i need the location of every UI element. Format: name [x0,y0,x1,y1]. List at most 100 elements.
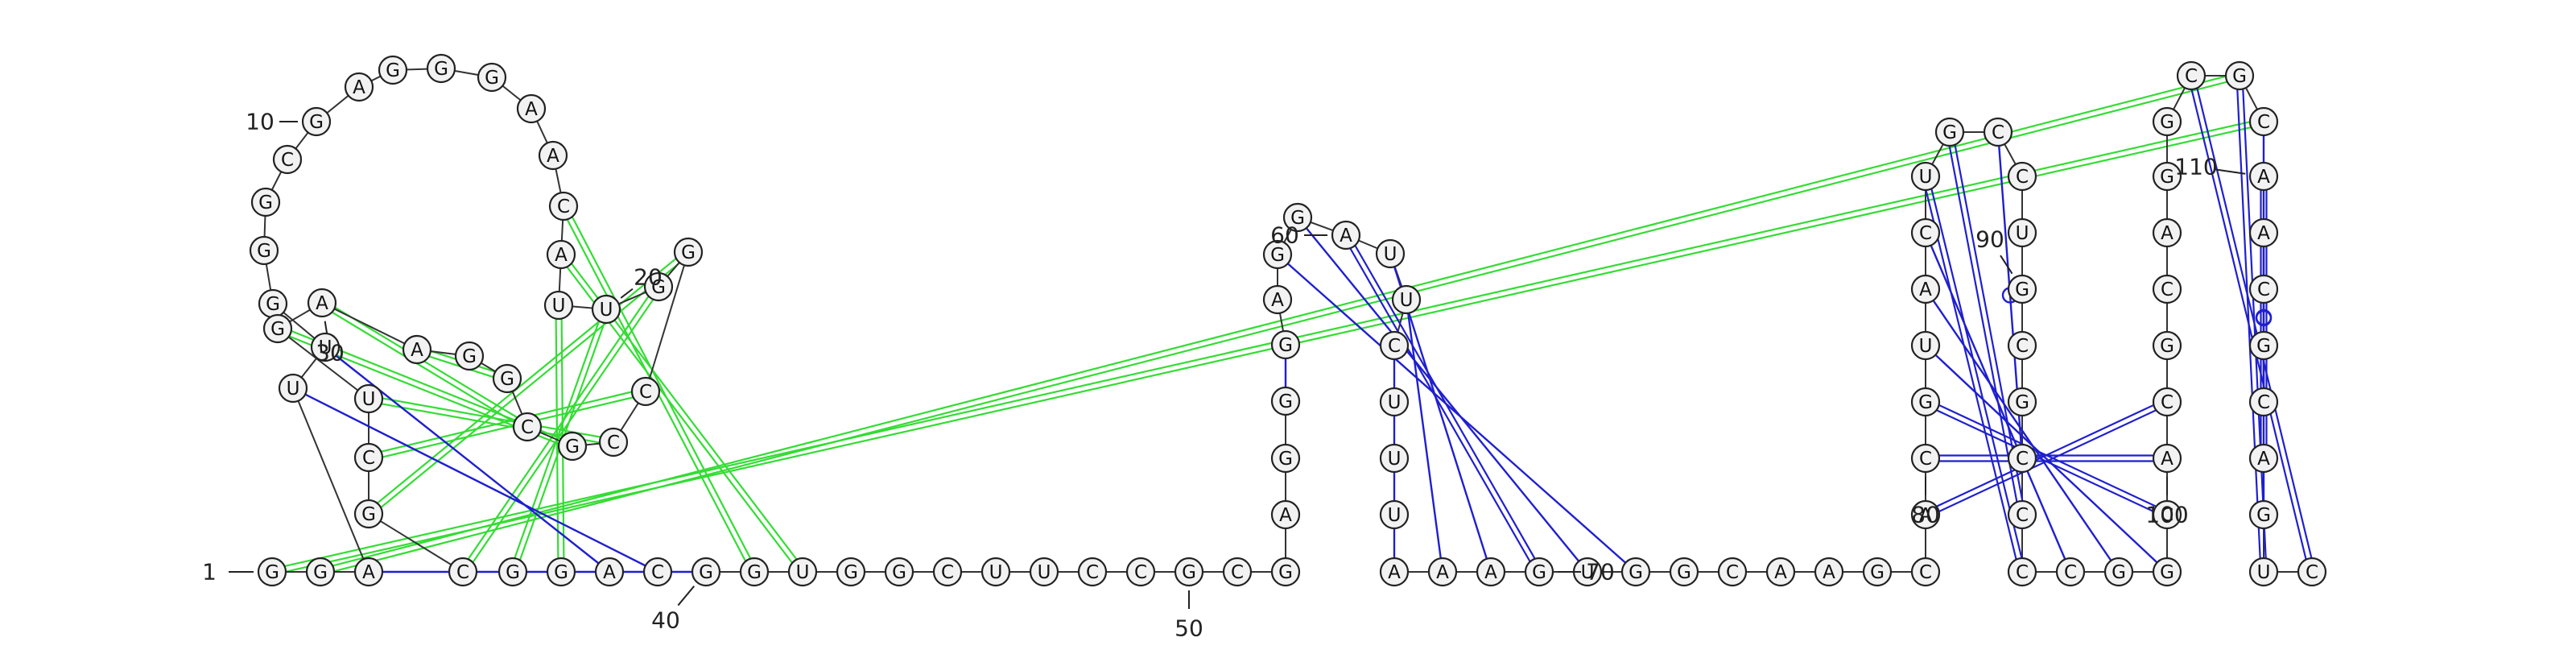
nucleotide-letter: U [1388,505,1402,526]
nucleotide-letter: G [1278,391,1293,412]
nucleotide-circle [1379,387,1410,417]
nucleotide-letter: A [1271,290,1284,311]
nucleotide-53: A [1270,499,1301,530]
nucleotide-circle [1814,557,1844,587]
nucleotide-circle [2152,106,2182,137]
nucleotide-letter: G [1918,392,1933,413]
nucleotide-letter: A [1340,226,1352,246]
nucleotide-circle [2248,217,2279,248]
nucleotide-circle [1282,202,1313,233]
nucleotide-circle [2248,274,2279,304]
nucleotide-letter: C [1134,562,1147,583]
nucleotide-99: C [2152,499,2182,530]
nucleotide-circle [1379,330,1410,361]
nucleotide-1: G [257,557,287,587]
position-label-20: 20 [634,264,663,291]
nucleotide-circle [1910,330,1941,361]
nucleotide-circle [1379,499,1410,530]
nucleotide-98: G [2152,557,2182,587]
nucleotide-letter: A [1823,562,1835,583]
nucleotide-circle [2152,330,2182,361]
nucleotide-letter: G [257,241,271,262]
nucleotide-letter: C [2064,562,2077,583]
nucleotide-86: G [1934,117,1965,147]
nucleotide-letter: C [2257,392,2270,413]
nucleotide-100: A [2152,443,2182,474]
nucleotide-12: G [378,55,408,85]
nucleotide-letter: C [2185,66,2198,87]
nucleotide-circle [1717,557,1748,587]
nucleotide-85: U [1910,161,1941,192]
nucleotide-circle [353,442,384,473]
nucleotide-circle [1620,557,1651,587]
nucleotide-14: G [477,62,507,93]
nucleotide-circle [2103,557,2134,587]
nucleotide-22: G [673,237,704,267]
nucleotide-19: U [543,290,574,321]
nucleotide-46: U [980,557,1011,587]
nucleotide-circle [980,557,1011,587]
nucleotide-circle [310,332,341,362]
nucleotide-letter: G [266,294,280,315]
nucleotide-circle [1379,557,1410,587]
nucleotide-82: U [1910,330,1941,361]
nucleotide-105: G [2152,161,2182,192]
nucleotide-letter: A [353,77,365,98]
nucleotide-39: C [642,557,673,587]
nucleotide-78: C [1910,557,1941,587]
nucleotide-95: C [2007,557,2037,587]
nucleotide-circle [546,239,576,270]
nucleotide-76: A [1814,557,1844,587]
nucleotide-letter: G [485,68,499,89]
nucleotide-72: G [1620,557,1651,587]
nucleotide-letter: U [1919,167,1933,188]
base-pair-line [1922,176,2021,573]
pseudoknot-line [272,123,2265,576]
nucleotide-circle [1910,217,1941,248]
nucleotide-circle [1077,557,1108,587]
position-tick [2000,255,2013,275]
nucleotide-68: A [1427,557,1458,587]
wobble-pair-circle [2255,308,2273,326]
nucleotide-42: U [787,557,818,587]
nucleotide-letter: G [500,369,514,390]
nucleotide-letter: U [2016,223,2029,244]
nucleotide-letter: C [2161,505,2174,526]
nucleotide-circle [1270,386,1301,416]
nucleotide-circle [2007,443,2037,474]
nucleotide-15: A [516,93,547,124]
nucleotide-56: G [1270,329,1301,360]
nucleotide-circle [512,412,543,442]
nucleotide-55: G [1270,386,1301,416]
nucleotide-88: C [2007,161,2037,192]
base-pair-line [1924,404,2166,519]
nucleotide-circle [2152,217,2182,248]
position-label-100: 100 [2145,502,2188,528]
nucleotide-letter: A [525,99,538,120]
nucleotide-circle [2248,557,2279,587]
nucleotide-circle [932,557,963,587]
nucleotide-circle [2152,499,2182,530]
nucleotide-84: C [1910,217,1941,248]
nucleotide-108: G [2224,60,2255,91]
nucleotide-letter: A [2257,449,2270,470]
nucleotide-letter: G [506,562,520,583]
nucleotide-letter: A [2161,449,2174,470]
nucleotide-103: C [2152,274,2182,304]
nucleotide-letter: A [547,146,559,167]
nucleotide-80: C [1910,443,1941,474]
nucleotide-letter: G [2256,336,2271,357]
nucleotide-letter: C [639,382,652,403]
nucleotide-113: G [2248,330,2279,361]
nucleotide-letter: G [892,562,906,583]
nucleotide-letter: G [2160,167,2174,188]
pseudoknot-line [369,253,691,517]
nucleotide-letter: G [565,437,580,457]
nucleotide-circle [546,557,576,587]
nucleotide-letter: C [1919,449,1932,470]
nucleotide-circle [307,288,337,318]
nucleotide-circle [2152,161,2182,192]
pseudoknot-line [270,118,2264,570]
nucleotide-75: A [1765,557,1796,587]
nucleotide-letter: C [1726,562,1739,583]
